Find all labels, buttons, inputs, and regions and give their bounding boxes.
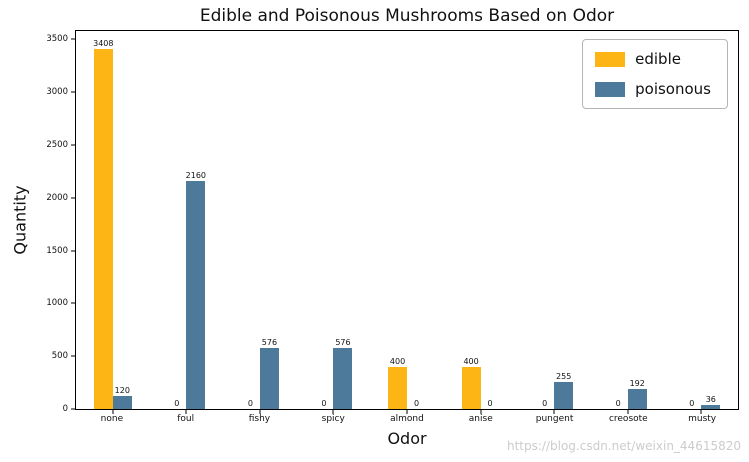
legend-label-edible: edible (635, 50, 681, 68)
y-tick-label: 0 (62, 404, 68, 414)
bar-group-fishy: 0 576 (223, 31, 297, 409)
bar-value-label: 400 (463, 356, 479, 366)
x-tick-label-spicy: spicy (321, 414, 345, 424)
y-tick-mark (71, 408, 75, 410)
legend-item-poisonous: poisonous (595, 80, 711, 98)
x-axis-label: Odor (387, 429, 427, 448)
bar-value-label: 255 (556, 372, 572, 382)
bar-value-label: 120 (114, 386, 130, 396)
bar-group-pungent: 0 255 (517, 31, 591, 409)
y-axis-label: Quantity (10, 185, 30, 255)
x-tick-label-pungent: pungent (535, 414, 574, 424)
bar-value-label: 36 (705, 395, 716, 405)
bar-value-label: 0 (689, 399, 695, 408)
bar-poisonous-pungent: 255 (554, 372, 574, 409)
bar-group-none: 3408 120 (76, 31, 150, 409)
y-tick-label: 3000 (46, 87, 68, 98)
watermark: https://blog.csdn.net/weixin_44615820 (506, 439, 741, 453)
x-tick-label-musty: musty (688, 414, 717, 424)
y-tick-mark (71, 38, 75, 40)
legend: edible poisonous (582, 39, 728, 109)
bar-value-label: 0 (413, 399, 420, 408)
bar-value-label: 3408 (93, 39, 114, 49)
bar-edible-almond: 400 (388, 357, 408, 409)
x-axis-tick-labels: none foul fishy spicy almond anise pungent creo… (75, 414, 739, 428)
bar-value-label: 0 (487, 399, 493, 408)
edible-legend-swatch (595, 51, 626, 67)
x-tick-label-none: none (100, 414, 124, 424)
x-tick-label-almond: almond (390, 414, 424, 424)
bar-group-spicy: 0 576 (297, 31, 371, 409)
x-tick-label-creosote: creosote (608, 414, 648, 424)
y-tick-label: 1500 (46, 245, 68, 256)
bar-poisonous-musty: 36 (701, 395, 721, 409)
plot-area: 0 500 1000 1500 2000 2500 3000 3500 3408 120 0 216… (46, 30, 739, 414)
bar-edible-none: 3408 (93, 39, 113, 409)
x-tick-label-fishy: fishy (248, 414, 271, 424)
bar-value-label: 400 (389, 356, 406, 366)
y-tick-mark (71, 355, 75, 357)
y-tick-label: 2000 (46, 192, 68, 203)
x-tick-label-foul: foul (177, 414, 195, 424)
legend-item-edible: edible (595, 50, 711, 68)
bar-group-creosote: 0 192 (591, 31, 665, 409)
y-tick-mark (71, 197, 75, 199)
y-tick-mark (71, 250, 75, 252)
poisonous-legend-swatch (595, 81, 626, 97)
y-tick-label: 500 (51, 351, 68, 362)
bar-group-musty: 0 36 (665, 31, 739, 409)
bar-poisonous-fishy: 576 (259, 338, 279, 409)
bar-value-label: 576 (335, 338, 351, 348)
bar-value-label: 192 (629, 378, 645, 388)
bar-poisonous-foul: 2160 (186, 171, 206, 409)
x-tick-label-anise: anise (468, 414, 493, 424)
bar-group-almond: 400 0 (370, 31, 444, 409)
legend-label-poisonous: poisonous (635, 80, 711, 98)
bar-poisonous-creosote: 192 (627, 379, 647, 409)
bar-edible-anise: 400 (461, 357, 481, 409)
bar-value-label: 0 (615, 399, 621, 408)
bar-value-label: 2160 (185, 170, 207, 180)
bar-poisonous-none: 120 (112, 386, 132, 409)
bar-value-label: 0 (542, 399, 548, 408)
bar-value-label: 0 (174, 399, 180, 408)
y-tick-mark (71, 302, 75, 304)
bar-value-label: 0 (247, 399, 253, 408)
bars-container: 3408 120 0 2160 0 576 0 576 400 0 400 0 0 255 0 192 0 36 (76, 31, 738, 409)
bar-poisonous-spicy: 576 (333, 338, 353, 409)
bar-group-foul: 0 2160 (150, 31, 224, 409)
bar-value-label: 0 (321, 399, 327, 408)
bar-group-anise: 400 0 (444, 31, 518, 409)
chart-title: Edible and Poisonous Mushrooms Based on … (199, 6, 615, 26)
y-tick-label: 1000 (46, 298, 68, 309)
y-tick-label: 2500 (46, 140, 68, 151)
bar-value-label: 576 (261, 338, 278, 348)
y-tick-mark (71, 144, 75, 146)
y-tick-mark (71, 91, 75, 93)
y-tick-label: 3500 (46, 34, 68, 45)
